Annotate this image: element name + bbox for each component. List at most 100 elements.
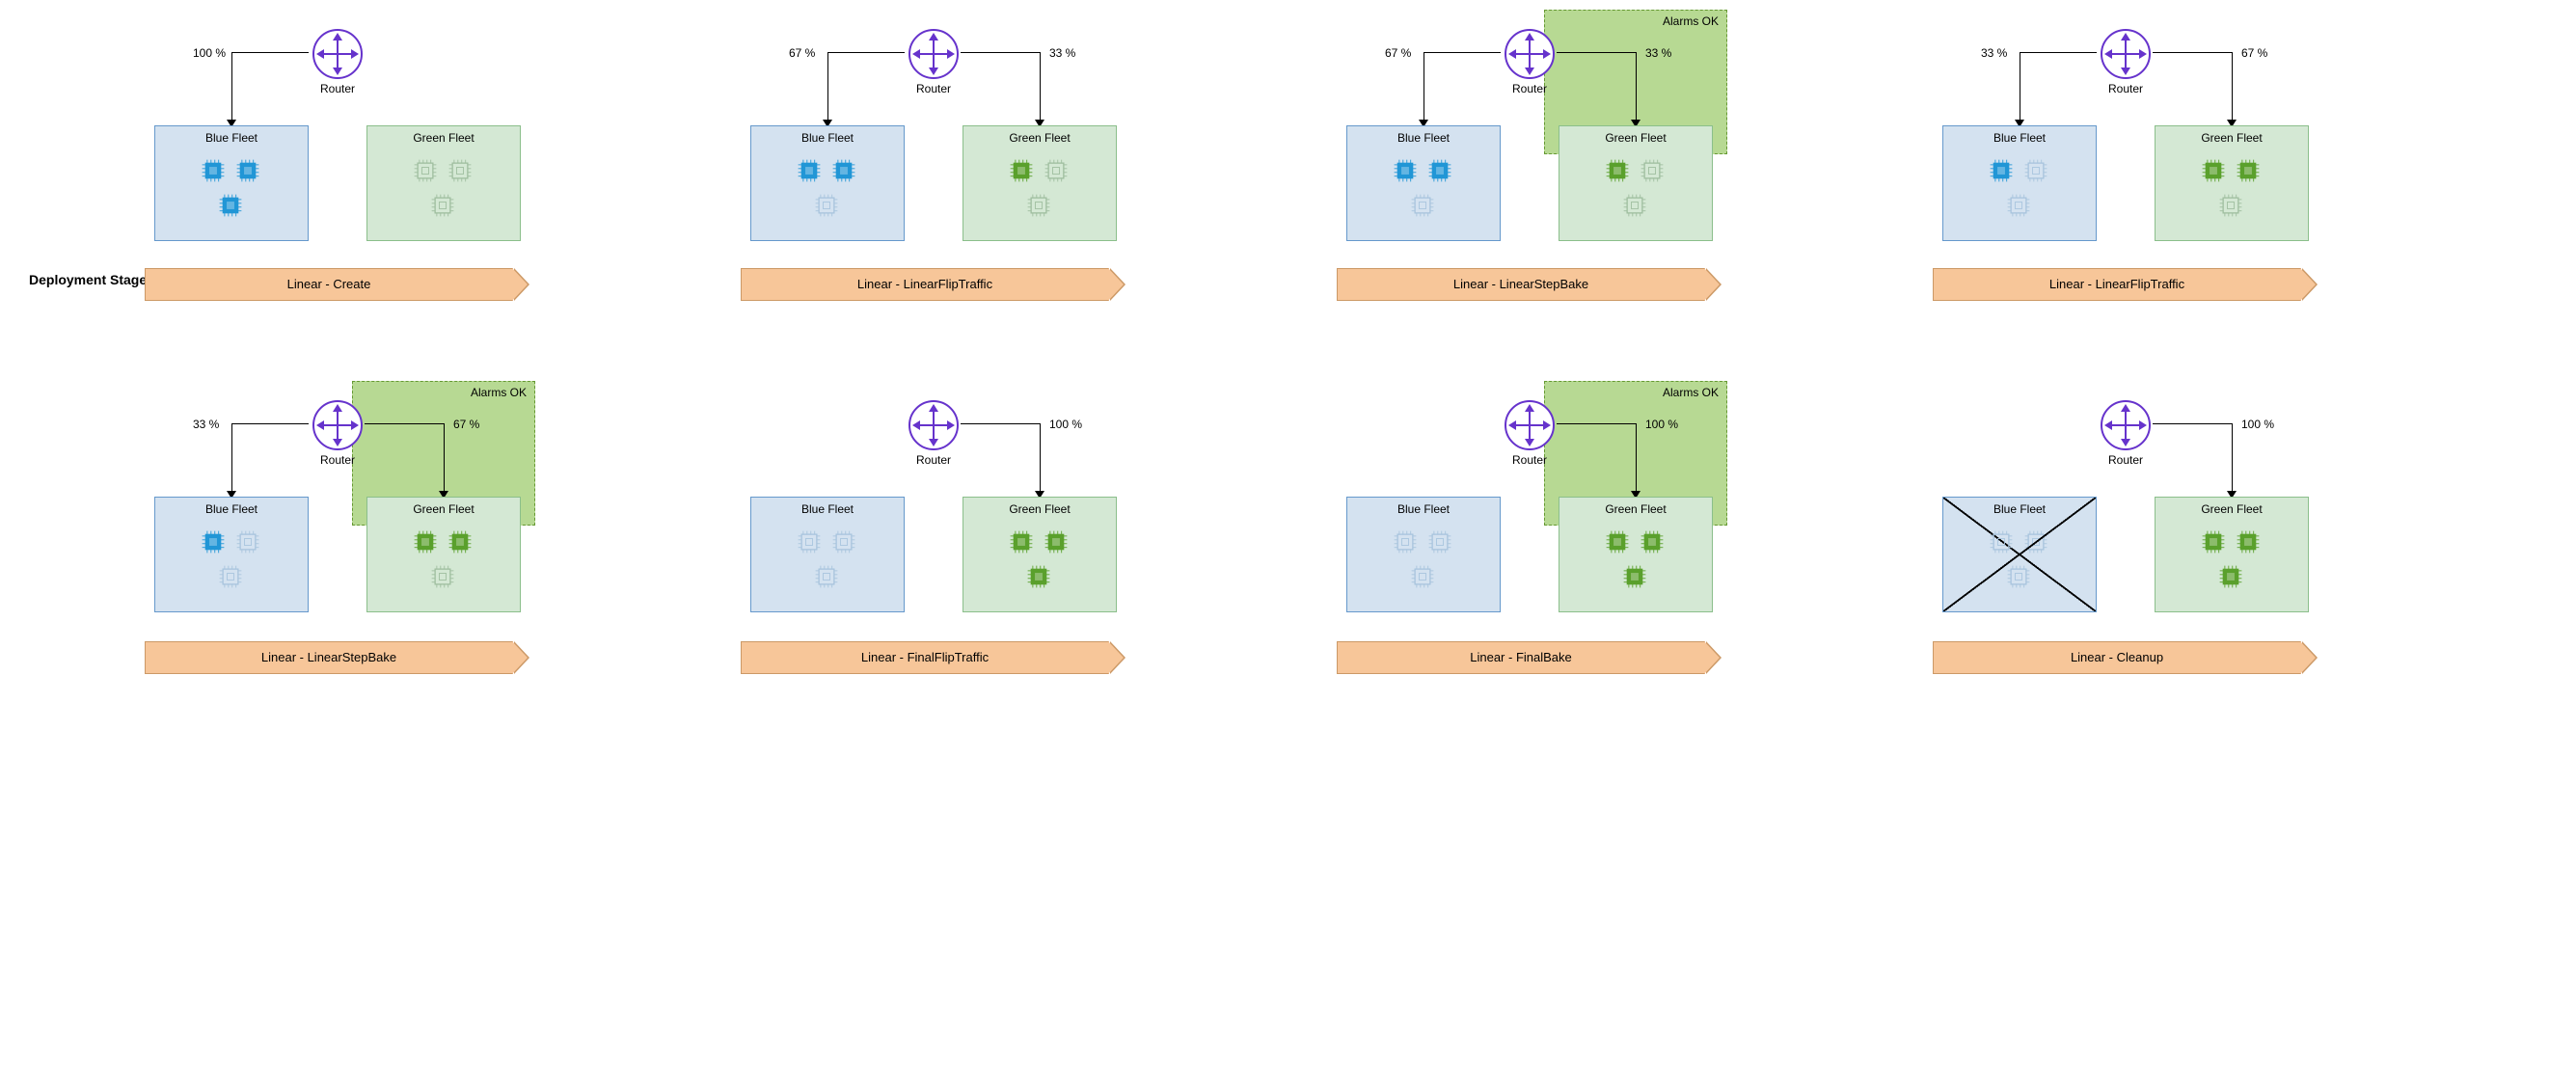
green-fleet-title: Green Fleet bbox=[1559, 131, 1712, 145]
router-label: Router bbox=[2097, 82, 2155, 95]
chip-icon bbox=[1008, 157, 1035, 184]
chip-icon bbox=[2217, 563, 2244, 590]
chip-icon bbox=[447, 528, 474, 555]
chip-icon bbox=[1426, 528, 1453, 555]
chip-icon bbox=[447, 157, 474, 184]
deployment-panel: Router 33 % 67 % Blue Fleet Green Fleet bbox=[1942, 29, 2309, 251]
chip-icon bbox=[1025, 563, 1052, 590]
chip-icon bbox=[1621, 192, 1648, 219]
blue-fleet: Blue Fleet bbox=[1942, 497, 2097, 612]
chip-icon bbox=[200, 157, 227, 184]
deployment-panel: Alarms OK Router 100 % Blue Fleet Green … bbox=[1346, 400, 1713, 622]
chip-icon bbox=[429, 192, 456, 219]
chip-icon bbox=[2200, 157, 2227, 184]
traffic-pct-right: 33 % bbox=[1049, 46, 1075, 60]
traffic-pct-left: 33 % bbox=[1981, 46, 2007, 60]
green-fleet: Green Fleet bbox=[1559, 497, 1713, 612]
chip-icon bbox=[813, 192, 840, 219]
green-fleet: Green Fleet bbox=[2155, 125, 2309, 241]
chip-icon bbox=[796, 157, 823, 184]
chip-icon bbox=[1043, 157, 1070, 184]
router-icon: Router bbox=[1501, 29, 1559, 95]
chip-icon bbox=[1409, 192, 1436, 219]
traffic-pct-right: 67 % bbox=[2241, 46, 2267, 60]
chip-icon bbox=[2005, 563, 2032, 590]
chip-icon bbox=[412, 157, 439, 184]
blue-fleet: Blue Fleet bbox=[154, 497, 309, 612]
blue-fleet-title: Blue Fleet bbox=[1347, 131, 1500, 145]
chip-icon bbox=[796, 528, 823, 555]
router-icon: Router bbox=[2097, 400, 2155, 467]
chip-icon bbox=[2217, 192, 2244, 219]
blue-fleet: Blue Fleet bbox=[1346, 125, 1501, 241]
green-fleet: Green Fleet bbox=[963, 497, 1117, 612]
chip-icon bbox=[412, 528, 439, 555]
chip-icon bbox=[234, 157, 261, 184]
router-label: Router bbox=[309, 453, 366, 467]
traffic-pct-left: 100 % bbox=[193, 46, 226, 60]
chip-icon bbox=[200, 528, 227, 555]
traffic-pct-right: 67 % bbox=[453, 418, 479, 431]
traffic-pct-right: 100 % bbox=[1645, 418, 1678, 431]
blue-fleet-title: Blue Fleet bbox=[155, 131, 308, 145]
chip-icon bbox=[830, 157, 857, 184]
green-fleet: Green Fleet bbox=[366, 125, 521, 241]
router-label: Router bbox=[905, 82, 963, 95]
router-label: Router bbox=[1501, 453, 1559, 467]
green-fleet-title: Green Fleet bbox=[2156, 131, 2308, 145]
green-fleet-title: Green Fleet bbox=[963, 502, 1116, 516]
stage-arrow: Linear - LinearFlipTraffic bbox=[1933, 268, 2301, 301]
chip-icon bbox=[1392, 528, 1419, 555]
chip-icon bbox=[1621, 563, 1648, 590]
stage-arrow: Linear - Create bbox=[145, 268, 513, 301]
traffic-pct-right: 33 % bbox=[1645, 46, 1671, 60]
blue-fleet: Blue Fleet bbox=[750, 125, 905, 241]
router-icon: Router bbox=[2097, 29, 2155, 95]
deployment-stages-label: Deployment Stages bbox=[29, 272, 154, 287]
router-label: Router bbox=[309, 82, 366, 95]
stage-arrow: Linear - FinalBake bbox=[1337, 641, 1705, 674]
chip-icon bbox=[217, 563, 244, 590]
chip-icon bbox=[2022, 157, 2049, 184]
chip-icon bbox=[1392, 157, 1419, 184]
blue-fleet-title: Blue Fleet bbox=[155, 502, 308, 516]
green-fleet: Green Fleet bbox=[1559, 125, 1713, 241]
deployment-panel: Router 100 % Blue Fleet Green Fleet bbox=[1942, 400, 2309, 622]
chip-icon bbox=[2005, 192, 2032, 219]
chip-icon bbox=[1426, 157, 1453, 184]
chip-icon bbox=[1988, 528, 2015, 555]
stage-arrow: Linear - Cleanup bbox=[1933, 641, 2301, 674]
chip-icon bbox=[1008, 528, 1035, 555]
chip-icon bbox=[1988, 157, 2015, 184]
chip-icon bbox=[1025, 192, 1052, 219]
blue-fleet: Blue Fleet bbox=[750, 497, 905, 612]
blue-fleet: Blue Fleet bbox=[1346, 497, 1501, 612]
green-fleet-title: Green Fleet bbox=[367, 131, 520, 145]
blue-fleet-title: Blue Fleet bbox=[1347, 502, 1500, 516]
chip-icon bbox=[1043, 528, 1070, 555]
chip-icon bbox=[217, 192, 244, 219]
chip-icon bbox=[830, 528, 857, 555]
chip-icon bbox=[1639, 528, 1666, 555]
router-icon: Router bbox=[905, 400, 963, 467]
chip-icon bbox=[234, 528, 261, 555]
blue-fleet: Blue Fleet bbox=[1942, 125, 2097, 241]
chip-icon bbox=[813, 563, 840, 590]
chip-icon bbox=[2235, 157, 2262, 184]
traffic-pct-left: 67 % bbox=[789, 46, 815, 60]
blue-fleet: Blue Fleet bbox=[154, 125, 309, 241]
blue-fleet-title: Blue Fleet bbox=[751, 131, 904, 145]
green-fleet: Green Fleet bbox=[2155, 497, 2309, 612]
chip-icon bbox=[429, 563, 456, 590]
router-label: Router bbox=[905, 453, 963, 467]
green-fleet-title: Green Fleet bbox=[1559, 502, 1712, 516]
green-fleet-title: Green Fleet bbox=[963, 131, 1116, 145]
deployment-panel: Router 67 % 33 % Blue Fleet Green Fleet bbox=[750, 29, 1117, 251]
chip-icon bbox=[1409, 563, 1436, 590]
blue-fleet-title: Blue Fleet bbox=[1943, 131, 2096, 145]
chip-icon bbox=[1639, 157, 1666, 184]
chip-icon bbox=[1604, 528, 1631, 555]
traffic-pct-left: 67 % bbox=[1385, 46, 1411, 60]
blue-fleet-title: Blue Fleet bbox=[751, 502, 904, 516]
stage-arrow: Linear - LinearStepBake bbox=[145, 641, 513, 674]
